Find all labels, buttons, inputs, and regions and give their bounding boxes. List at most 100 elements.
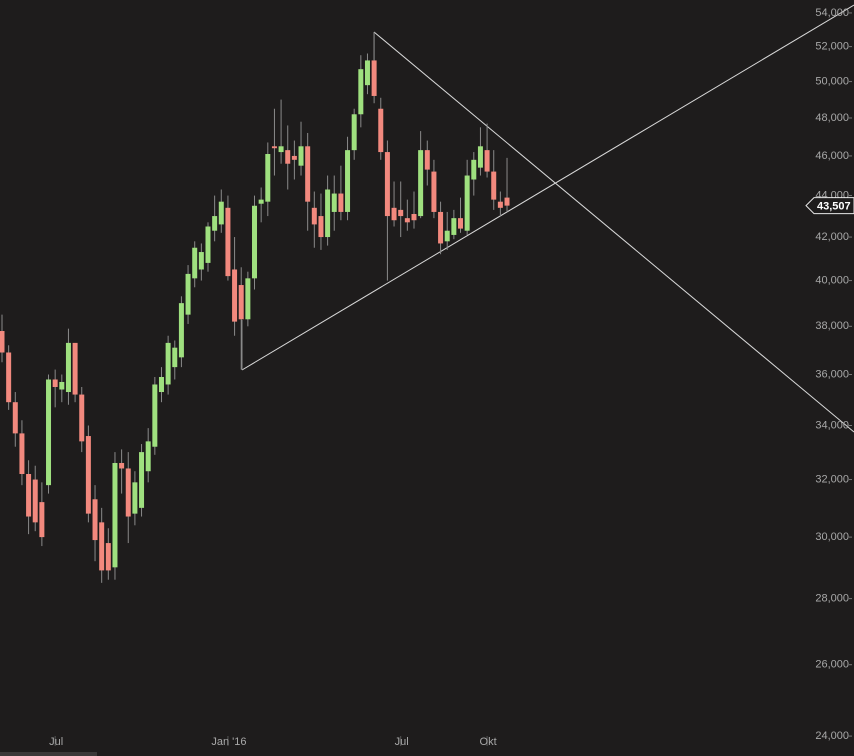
candle-body (52, 379, 58, 387)
candle-body (298, 146, 304, 166)
candle-body (112, 462, 118, 568)
candle-body (391, 207, 397, 221)
candle-body (125, 468, 131, 517)
candle-body (59, 381, 65, 390)
candle-body (198, 252, 204, 270)
candle-body (398, 209, 404, 217)
candle-body (497, 201, 503, 208)
candle-body (431, 171, 437, 212)
candle-body (265, 153, 271, 202)
y-tick-label: 34,000 (815, 419, 849, 431)
candle-body (471, 159, 477, 180)
candle-body (225, 207, 231, 277)
candle-body (92, 499, 98, 541)
candle-body (291, 155, 297, 160)
candle-body (0, 331, 5, 353)
y-tick-label: 40,000 (815, 274, 849, 286)
y-tick-label: 42,000 (815, 231, 849, 243)
candle-body (238, 285, 244, 320)
candle-body (411, 214, 417, 221)
candle-body (165, 342, 171, 385)
candle-body (145, 441, 151, 472)
candle-body (491, 171, 497, 200)
candle-body (404, 218, 410, 223)
candle-body (172, 347, 178, 368)
candle-body (351, 114, 357, 151)
scrollbar[interactable] (0, 752, 97, 756)
candle-body (46, 379, 52, 486)
candle-body (139, 452, 145, 508)
candle-body (271, 146, 277, 149)
candle-body (158, 376, 164, 393)
candle-body (364, 60, 370, 86)
candle-body (218, 201, 224, 225)
candle-body (32, 479, 38, 523)
candle-body (371, 60, 377, 96)
y-tick-label: 46,000 (815, 150, 849, 162)
candle-body (378, 108, 384, 153)
candle-body (26, 473, 32, 517)
candle-body (424, 150, 430, 170)
candle-body (285, 150, 291, 164)
candle-body (85, 436, 91, 514)
candle-body (105, 543, 111, 571)
x-tick-label: Jan '16 (211, 736, 246, 748)
candle-body (205, 226, 211, 263)
candle-body (331, 193, 337, 212)
y-tick-label: 32,000 (815, 473, 849, 485)
candle-body (484, 150, 490, 172)
candle-body (338, 193, 344, 212)
x-tick-label: Jul (49, 736, 63, 748)
candle-body (477, 146, 483, 168)
candle-body (358, 69, 364, 115)
candle-body (438, 211, 444, 244)
candle-body (65, 342, 71, 393)
candle-body (278, 146, 284, 153)
candle-body (305, 146, 311, 202)
y-tick-label: 38,000 (815, 320, 849, 332)
candle-body (212, 216, 218, 231)
candle-body (384, 152, 390, 217)
candle-body (252, 205, 258, 279)
candle-body (458, 218, 464, 229)
candle-body (132, 482, 138, 514)
last-price-label: 43,507 (817, 201, 851, 213)
y-tick-label: 50,000 (815, 75, 849, 87)
candle-body (6, 352, 12, 403)
y-tick-label: 28,000 (815, 593, 849, 605)
candle-body (418, 150, 424, 217)
candle-body (19, 433, 25, 474)
candle-body (12, 402, 18, 434)
last-price-box (805, 197, 854, 215)
candle-body (39, 502, 45, 538)
y-tick-label: 52,000 (815, 41, 849, 53)
candle-body (192, 247, 198, 279)
candle-body (152, 384, 158, 447)
candle-body (178, 303, 184, 358)
candle-body (258, 199, 264, 204)
candle-body (232, 269, 238, 322)
candle-body (185, 273, 191, 315)
y-tick-label: 48,000 (815, 112, 849, 124)
x-tick-label: Okt (480, 736, 497, 748)
x-tick-label: Jul (395, 736, 409, 748)
y-tick-label: 54,000 (815, 7, 849, 19)
y-tick-label: 36,000 (815, 368, 849, 380)
trendline-support (241, 4, 854, 371)
candle-body (245, 278, 251, 320)
candle-body (311, 207, 317, 225)
trendline-resistance (373, 31, 854, 433)
y-tick-label: 24,000 (815, 730, 849, 742)
candle-body (504, 197, 510, 206)
candle-body (318, 216, 324, 238)
y-tick-label: 26,000 (815, 659, 849, 671)
candle-body (72, 342, 78, 395)
candle-body (99, 522, 105, 571)
y-tick-label: 30,000 (815, 531, 849, 543)
candle-body (79, 394, 85, 442)
candle-body (345, 150, 351, 212)
candle-body (444, 230, 450, 242)
candle-body (325, 189, 331, 238)
